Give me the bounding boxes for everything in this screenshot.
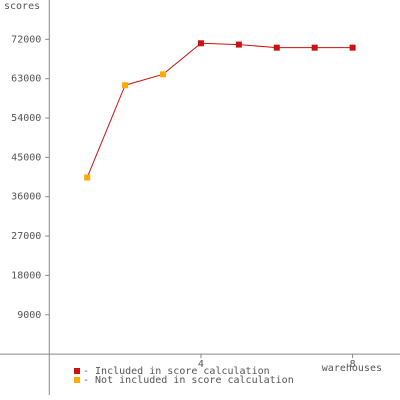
y-tick-label: 45000 <box>11 152 41 163</box>
point <box>273 44 280 51</box>
legend-swatch <box>74 368 80 374</box>
y-tick-label: 63000 <box>11 74 41 85</box>
y-tick-label: 27000 <box>11 231 41 242</box>
point <box>84 174 91 181</box>
point <box>160 71 167 78</box>
y-tick-label: 9000 <box>17 310 41 321</box>
point <box>311 44 318 51</box>
y-tick-label: 54000 <box>11 113 41 124</box>
point <box>235 41 242 48</box>
x-axis-label: warehouses <box>322 363 382 374</box>
legend-label: - Not included in score calculation <box>83 375 294 386</box>
y-axis-label: scores <box>4 1 40 12</box>
point <box>197 40 204 47</box>
x-tick-label: 8 <box>350 359 356 370</box>
legend-label: - Included in score calculation <box>83 366 270 377</box>
y-tick-label: 72000 <box>11 34 41 45</box>
score-line <box>86 42 353 178</box>
point <box>349 44 356 51</box>
y-tick-label: 36000 <box>11 192 41 203</box>
point <box>122 82 129 89</box>
legend-swatch <box>74 377 80 383</box>
y-tick-label: 18000 <box>11 270 41 281</box>
x-tick-label: 4 <box>198 359 204 370</box>
